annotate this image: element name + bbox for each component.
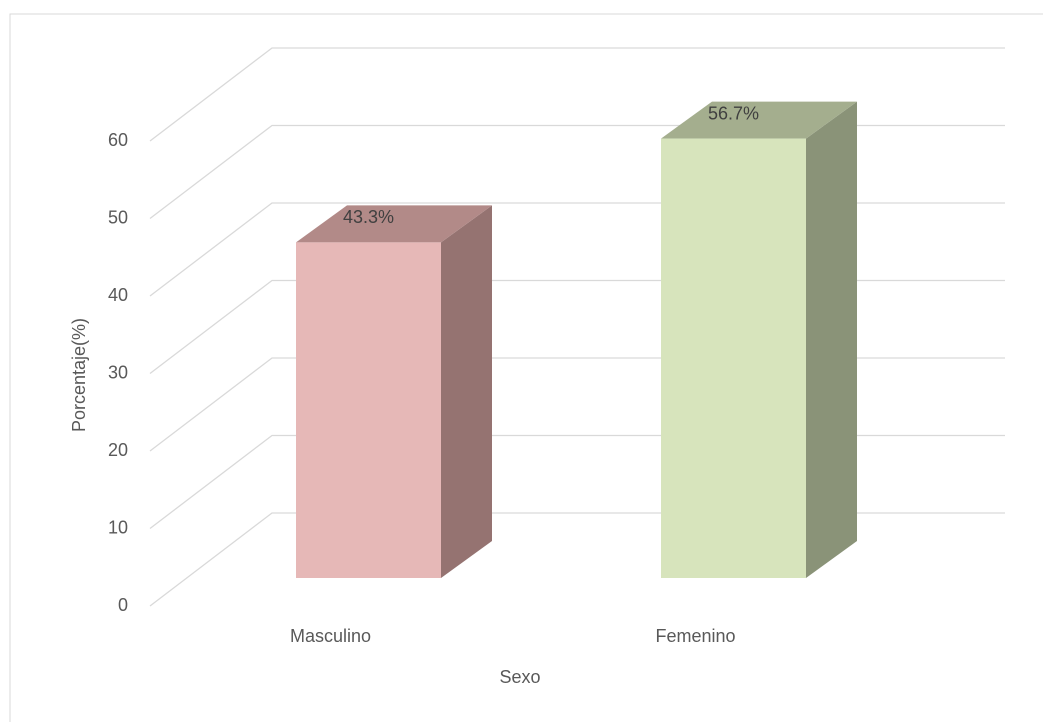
- bar: [661, 138, 806, 578]
- x-axis-label: Sexo: [499, 667, 540, 687]
- y-tick-label: 10: [108, 517, 128, 537]
- bar-top: [661, 101, 857, 139]
- grid-line: [149, 512, 1005, 607]
- x-tick-label: Masculino: [290, 626, 371, 646]
- y-tick-label: 0: [118, 595, 128, 615]
- grid-line: [149, 434, 1005, 530]
- grid-line: [149, 279, 1005, 375]
- y-tick-label: 40: [108, 285, 128, 305]
- grid-line: [149, 124, 1005, 220]
- chart-frame: [9, 13, 1043, 722]
- grid-line: [149, 47, 1005, 142]
- y-tick-label: 50: [108, 207, 128, 227]
- bar: [296, 242, 441, 579]
- grid-line: [149, 202, 1005, 297]
- data-label: 56.7%: [708, 103, 759, 123]
- bar-top: [296, 205, 492, 243]
- grid-line: [149, 357, 1005, 452]
- y-tick-label: 20: [108, 440, 128, 460]
- data-label: 43.3%: [343, 207, 394, 227]
- bar-side: [806, 101, 857, 578]
- y-tick-label: 30: [108, 362, 128, 382]
- bar-side: [441, 205, 492, 579]
- x-tick-label: Femenino: [655, 626, 735, 646]
- y-tick-label: 60: [108, 130, 128, 150]
- y-axis-label: Porcentaje(%): [69, 318, 89, 432]
